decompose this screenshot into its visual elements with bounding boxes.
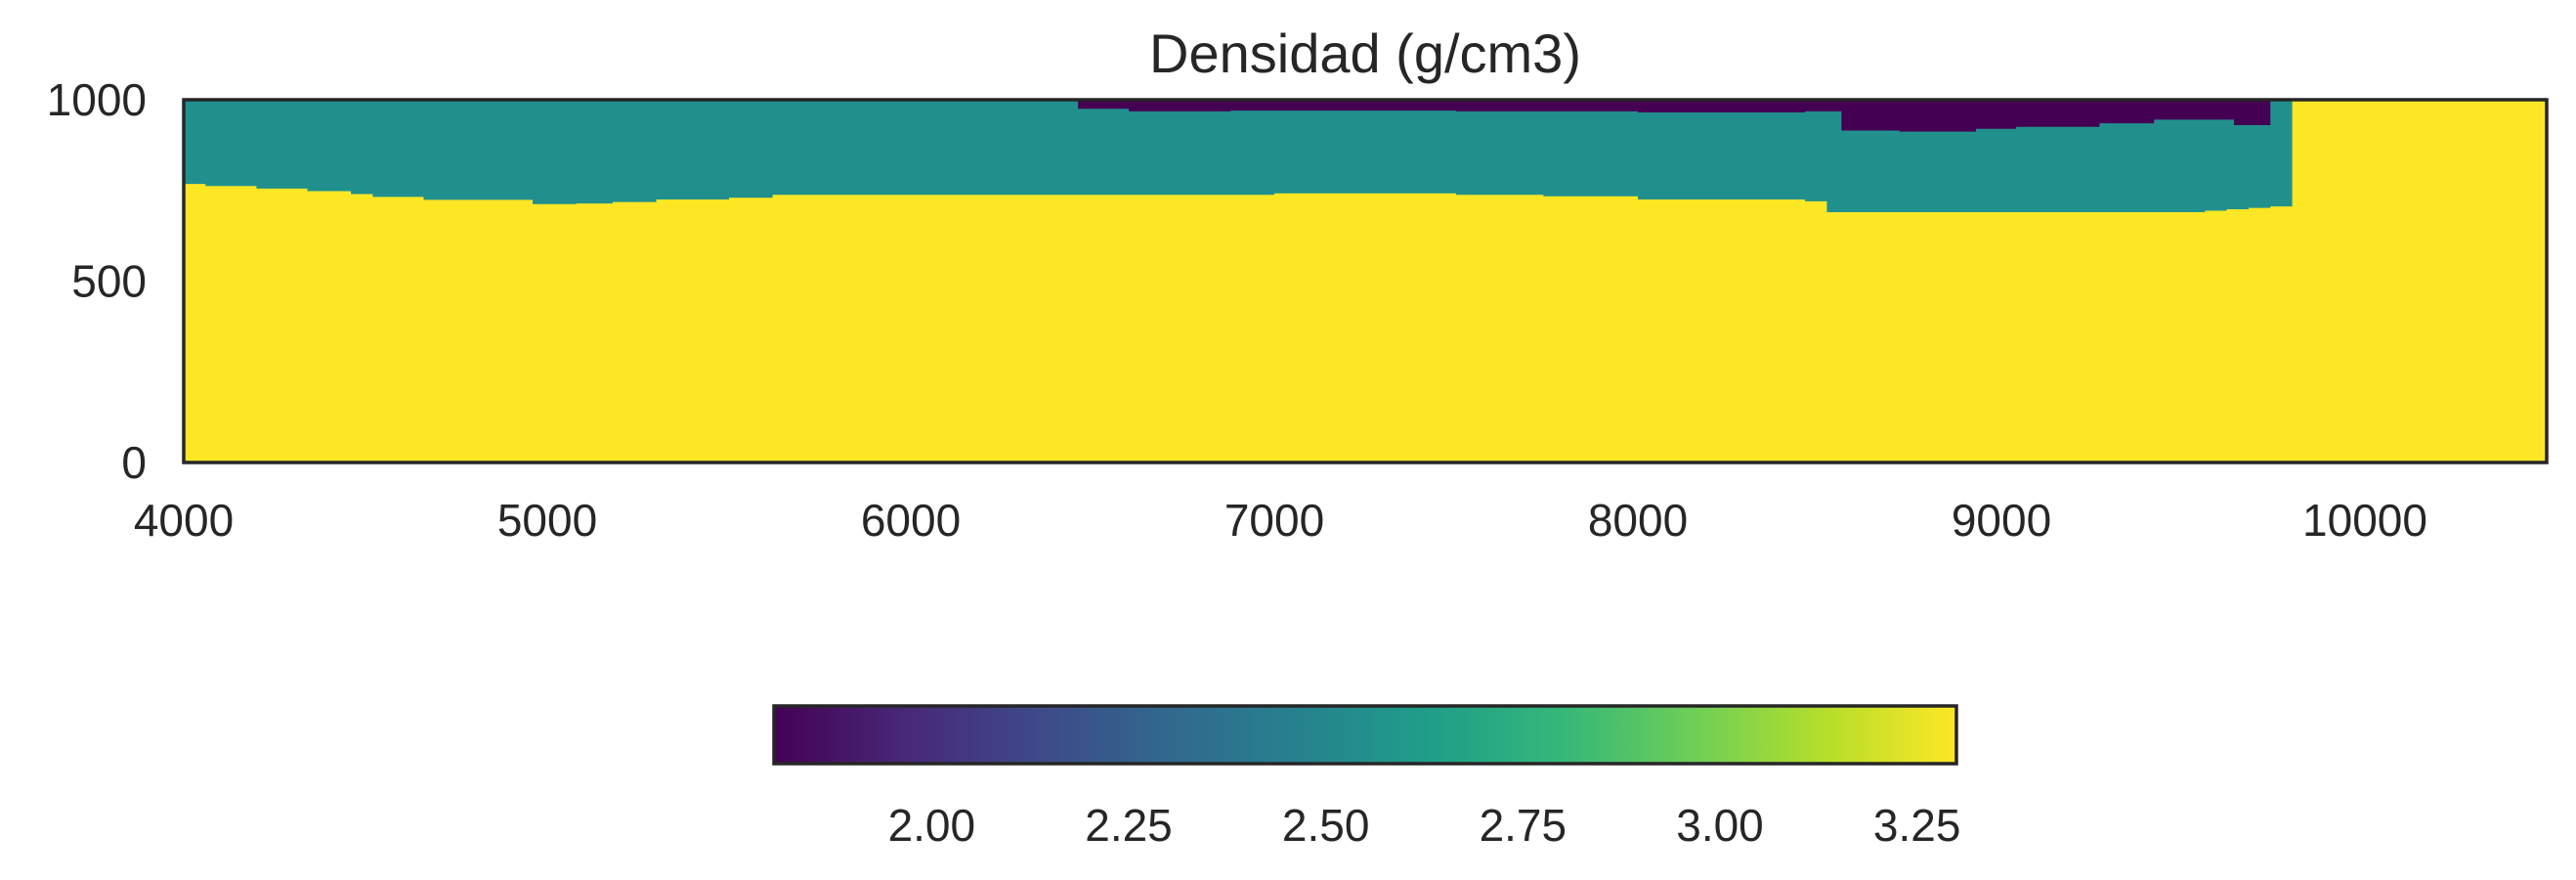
x-tick-label: 4000 [134,495,234,546]
colorbar-frame [772,704,1958,766]
colorbar-gradient [774,706,1956,764]
x-tick-label: 6000 [861,495,961,546]
x-tick-label: 7000 [1224,495,1324,546]
density-layers [184,100,2293,212]
x-tick-label: 5000 [497,495,597,546]
y-axis: 0 500 1000 [47,74,147,488]
layer-mid [184,100,2293,212]
colorbar-tick-label: 2.00 [888,800,976,851]
colorbar-tick-label: 3.25 [1873,800,1961,851]
plot-frame [182,98,2549,464]
colorbar-ticks: 2.00 2.25 2.50 2.75 3.00 3.25 [888,800,1961,851]
colorbar: 2.00 2.25 2.50 2.75 3.00 3.25 [772,704,1961,851]
plot-area [182,98,2549,464]
colorbar-tick-label: 2.75 [1480,800,1567,851]
x-tick-label: 8000 [1588,495,1688,546]
colorbar-tick-label: 2.25 [1085,800,1173,851]
chart-title: Densidad (g/cm3) [1149,22,1581,84]
x-tick-label: 10000 [2302,495,2427,546]
x-tick-label: 9000 [1952,495,2051,546]
layer-low [1078,100,2271,132]
x-axis: 4000 5000 6000 7000 8000 9000 10000 [134,495,2427,546]
colorbar-tick-label: 3.00 [1676,800,1764,851]
y-tick-label: 0 [121,437,147,488]
colorbar-tick-label: 2.50 [1282,800,1370,851]
y-tick-label: 500 [71,256,147,307]
y-tick-label: 1000 [47,74,147,125]
